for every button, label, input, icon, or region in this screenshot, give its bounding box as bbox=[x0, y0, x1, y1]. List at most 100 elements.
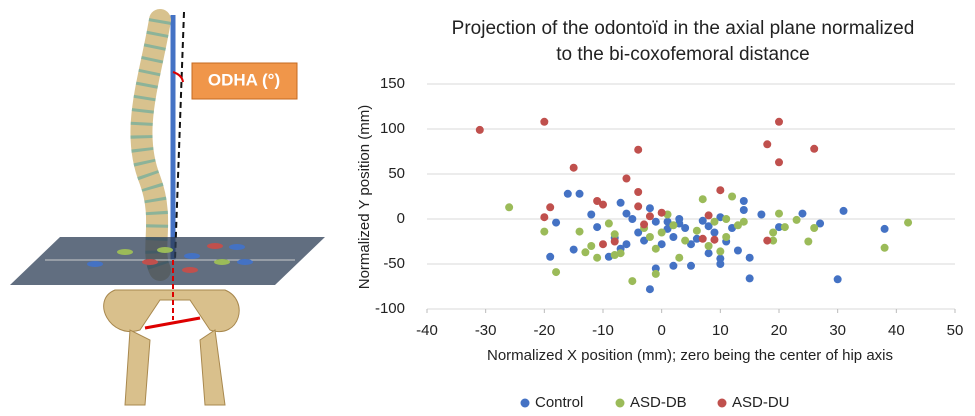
point bbox=[622, 240, 631, 249]
point bbox=[610, 237, 619, 246]
point bbox=[657, 228, 666, 237]
illustration: ODHA (°) bbox=[10, 9, 325, 406]
point bbox=[640, 236, 649, 245]
point bbox=[692, 226, 701, 235]
point bbox=[645, 212, 654, 221]
point bbox=[581, 248, 590, 257]
legend-marker bbox=[717, 398, 727, 408]
point bbox=[540, 227, 549, 236]
point bbox=[728, 192, 737, 201]
point bbox=[763, 140, 772, 149]
point bbox=[634, 145, 643, 154]
point bbox=[775, 117, 783, 126]
point bbox=[634, 228, 643, 237]
point bbox=[669, 261, 678, 270]
point bbox=[645, 285, 654, 294]
point bbox=[804, 237, 813, 246]
point bbox=[552, 268, 561, 277]
x-tick-label: 50 bbox=[947, 322, 964, 339]
x-tick-label: 10 bbox=[712, 322, 729, 339]
point bbox=[810, 144, 819, 153]
point bbox=[546, 252, 555, 261]
x-tick-label: 30 bbox=[829, 322, 846, 339]
point bbox=[505, 203, 514, 212]
point bbox=[540, 213, 549, 222]
point bbox=[733, 221, 742, 230]
point bbox=[587, 242, 596, 250]
point bbox=[669, 221, 678, 230]
point bbox=[757, 210, 766, 219]
point bbox=[593, 197, 602, 205]
point bbox=[816, 219, 825, 228]
x-axis-label: Normalized X position (mm); zero being t… bbox=[487, 347, 893, 364]
point bbox=[763, 236, 772, 245]
point bbox=[692, 234, 701, 243]
chart-title: Projection of the odontoïd in the axial … bbox=[452, 18, 915, 39]
point bbox=[663, 224, 672, 233]
legend-marker bbox=[520, 398, 530, 408]
point bbox=[739, 217, 748, 226]
point bbox=[745, 253, 754, 262]
point bbox=[880, 224, 889, 233]
point bbox=[698, 216, 707, 225]
x-tick-label: -20 bbox=[533, 322, 555, 339]
point bbox=[775, 158, 783, 167]
point bbox=[698, 234, 707, 243]
point bbox=[710, 228, 719, 237]
point bbox=[651, 244, 660, 253]
point bbox=[675, 253, 684, 262]
point bbox=[675, 215, 684, 223]
y-axis-label: Normalized Y position (mm) bbox=[356, 105, 373, 290]
point bbox=[775, 209, 783, 218]
point bbox=[657, 208, 666, 217]
point bbox=[769, 236, 778, 245]
x-tick-label: 40 bbox=[888, 322, 905, 339]
x-tick-label: -40 bbox=[416, 322, 438, 339]
point bbox=[780, 223, 789, 232]
point bbox=[628, 277, 637, 286]
legend-marker bbox=[615, 398, 625, 408]
point bbox=[610, 230, 619, 239]
y-tick-label: 100 bbox=[380, 120, 405, 137]
point bbox=[593, 253, 602, 262]
point bbox=[569, 163, 578, 172]
point bbox=[704, 222, 713, 231]
point bbox=[645, 233, 654, 241]
point bbox=[716, 186, 725, 195]
point bbox=[657, 240, 666, 249]
point bbox=[663, 217, 672, 226]
point bbox=[704, 249, 713, 258]
point bbox=[792, 215, 801, 224]
point bbox=[769, 228, 778, 237]
point bbox=[745, 274, 754, 283]
label-box bbox=[191, 62, 298, 100]
point bbox=[634, 188, 643, 196]
x-tick-label: 0 bbox=[657, 322, 665, 339]
y-tick-label: -100 bbox=[375, 300, 405, 317]
y-tick-label: 50 bbox=[388, 165, 405, 182]
point bbox=[569, 245, 578, 254]
point bbox=[604, 219, 613, 228]
point bbox=[587, 210, 596, 219]
point bbox=[593, 223, 602, 232]
point bbox=[739, 206, 748, 214]
point bbox=[880, 243, 889, 252]
point bbox=[669, 233, 678, 241]
legend-label: ASD-DB bbox=[630, 394, 687, 411]
point bbox=[599, 200, 607, 209]
x-tick-label: -30 bbox=[475, 322, 497, 339]
point bbox=[575, 189, 584, 198]
y-tick-label: 0 bbox=[397, 210, 405, 227]
point bbox=[775, 223, 783, 232]
point bbox=[552, 218, 561, 227]
point bbox=[722, 233, 731, 241]
point bbox=[839, 206, 848, 215]
point bbox=[739, 197, 748, 205]
point bbox=[687, 240, 695, 249]
point bbox=[563, 189, 572, 198]
point bbox=[904, 218, 913, 227]
point bbox=[651, 217, 660, 226]
point bbox=[733, 246, 742, 255]
point bbox=[810, 224, 819, 232]
point bbox=[610, 251, 619, 259]
